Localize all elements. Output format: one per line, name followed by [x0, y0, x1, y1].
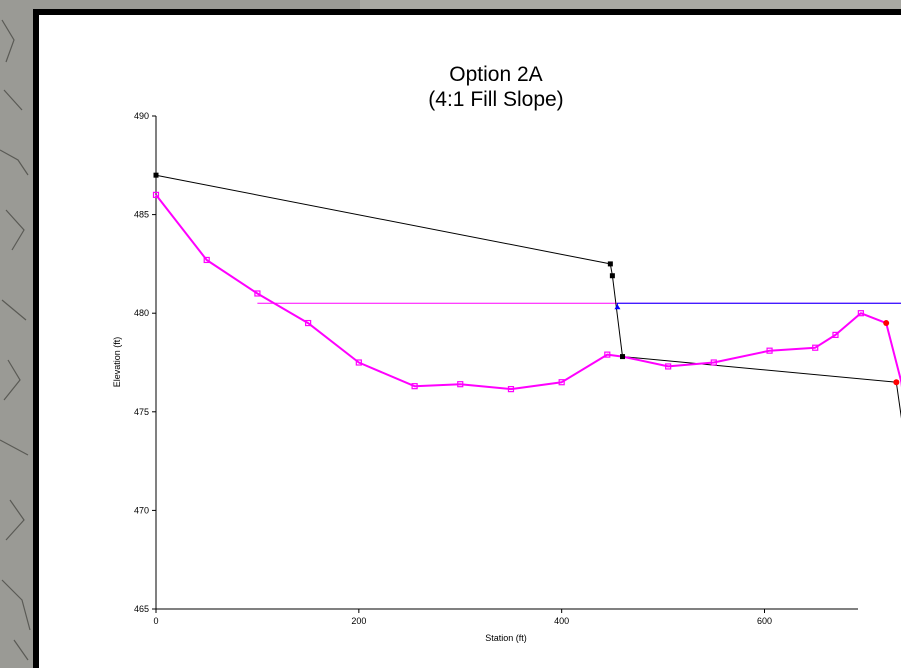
proposed-ground-point: [411, 383, 418, 390]
existing-ground-point: [607, 261, 613, 267]
proposed-ground-point: [665, 363, 672, 370]
bank-station-point: [883, 320, 890, 327]
x-axis-label: Station (ft): [485, 633, 527, 643]
proposed-ground-point: [507, 386, 515, 393]
axes: [155, 116, 858, 610]
y-tick-label: 465: [134, 604, 149, 614]
water-surface-point: [614, 304, 621, 310]
series-line-existing: [155, 174, 901, 419]
proposed-ground-point: [203, 256, 210, 264]
chart-title-line2: (4:1 Fill Slope): [428, 88, 563, 111]
existing-ground-point: [620, 354, 626, 360]
plot-area: [152, 172, 901, 419]
y-tick-label: 490: [134, 111, 149, 121]
series-line-wsel_blue: [616, 302, 901, 308]
y-tick-label: 480: [134, 308, 149, 318]
proposed-ground-point: [604, 351, 611, 358]
proposed-ground-point: [766, 347, 773, 354]
proposed-ground-point: [812, 344, 819, 351]
proposed-ground-point: [254, 290, 261, 297]
proposed-ground-point: [832, 331, 839, 338]
series-line-proposed: [155, 194, 901, 391]
proposed-ground-point: [457, 381, 464, 388]
x-tick-label: 600: [757, 616, 772, 626]
x-tick-label: 0: [153, 616, 158, 626]
bank-station-point: [893, 379, 900, 386]
proposed-ground-point: [857, 310, 864, 317]
y-tick-label: 485: [134, 210, 149, 220]
chart-title-line1: Option 2A: [449, 63, 542, 86]
proposed-ground-point: [305, 319, 312, 327]
x-tick-label: 200: [351, 616, 366, 626]
y-tick-label: 470: [134, 505, 149, 515]
proposed-ground-point: [355, 359, 362, 366]
ticks: 02004006008001000465470475480485490: [134, 111, 772, 626]
proposed-ground-point: [558, 379, 565, 386]
proposed-ground-point: [710, 359, 717, 366]
existing-ground-point: [153, 172, 159, 178]
proposed-ground-point: [152, 191, 160, 198]
chart-panel: [39, 15, 901, 668]
y-axis-label: Elevation (ft): [112, 337, 122, 388]
x-tick-label: 400: [554, 616, 569, 626]
y-tick-label: 475: [134, 407, 149, 417]
existing-ground-point: [609, 273, 615, 279]
